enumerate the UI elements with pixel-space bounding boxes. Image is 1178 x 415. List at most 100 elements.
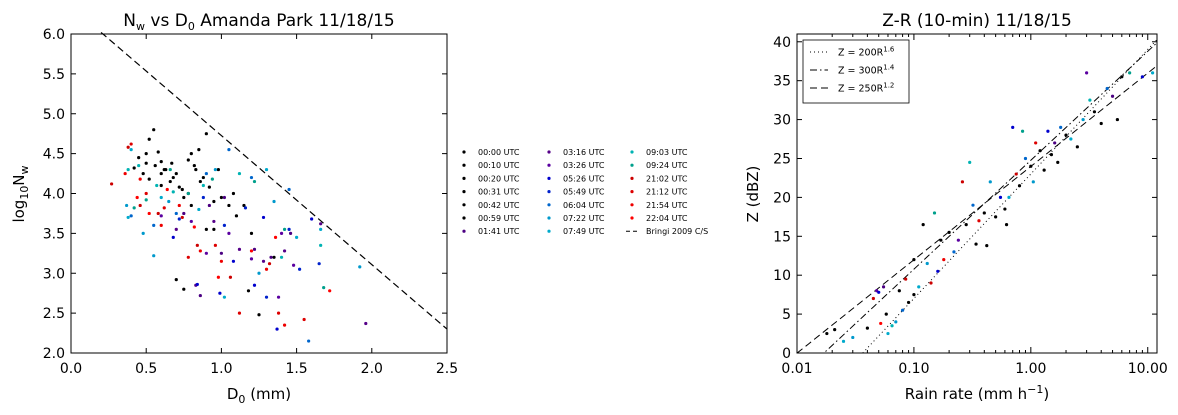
data-point (216, 167, 220, 172)
data-point (159, 171, 163, 176)
data-point (257, 313, 261, 317)
legend-box (802, 39, 910, 104)
legend-label: 03:16 UTC (563, 148, 605, 157)
data-point (135, 195, 139, 200)
legend-marker (630, 176, 634, 180)
legend-label: 00:42 UTC (478, 201, 520, 210)
data-point (204, 227, 208, 231)
data-point (1069, 137, 1073, 141)
data-point (936, 269, 940, 273)
data-point (881, 285, 886, 289)
data-point (1120, 75, 1124, 79)
data-point (210, 177, 214, 181)
data-point (947, 230, 951, 235)
data-point (201, 195, 205, 200)
data-point (126, 215, 130, 220)
data-point (152, 254, 156, 258)
data-point (177, 203, 181, 208)
data-point (207, 185, 211, 189)
data-point (291, 263, 296, 267)
data-point (960, 180, 965, 184)
right-x-axis-label: Rain rate (mm h−1) (905, 383, 1049, 403)
x-tick-label: 1.0 (210, 361, 232, 377)
data-point (275, 327, 279, 331)
data-point (974, 242, 978, 246)
data-point (879, 321, 883, 326)
data-point (272, 199, 276, 204)
data-point (1099, 121, 1103, 126)
data-point (257, 271, 261, 275)
data-point (171, 190, 175, 194)
legend-label: 03:26 UTC (563, 161, 605, 170)
data-point (189, 152, 193, 156)
data-point (125, 203, 129, 208)
data-point (159, 160, 163, 164)
relation-line (797, 65, 1157, 353)
data-point (890, 324, 894, 328)
data-point (952, 250, 956, 254)
data-point (201, 183, 205, 188)
data-point (917, 285, 921, 289)
data-point (264, 267, 269, 271)
data-point (364, 321, 368, 326)
data-point (212, 199, 216, 204)
data-point (141, 171, 145, 176)
data-point (147, 177, 151, 181)
x-tick-label: 10.00 (1128, 361, 1168, 377)
data-point (282, 227, 287, 231)
legend-label: 00:59 UTC (478, 214, 520, 223)
data-point (204, 171, 208, 176)
data-point (1140, 75, 1144, 79)
data-point (153, 163, 157, 168)
data-point (1075, 145, 1079, 149)
legend-marker (630, 203, 634, 207)
legend-marker (462, 150, 466, 154)
data-point (994, 215, 998, 219)
data-point (228, 275, 233, 279)
data-point (129, 148, 133, 152)
legend-label: 07:49 UTC (563, 227, 605, 236)
data-point (141, 231, 145, 235)
data-point (246, 289, 251, 293)
data-point (865, 326, 869, 330)
data-point (925, 261, 929, 266)
legend-label: 00:10 UTC (478, 161, 520, 170)
legend-marker (630, 150, 634, 154)
data-point (180, 187, 184, 192)
data-point (252, 283, 257, 287)
data-point (174, 278, 178, 282)
relation-line (823, 42, 1157, 353)
data-point (1020, 129, 1025, 133)
data-point (192, 225, 196, 229)
data-point (174, 171, 178, 176)
data-point (227, 231, 231, 235)
data-point (272, 255, 276, 259)
data-point (110, 182, 114, 186)
data-point (1150, 71, 1155, 75)
data-point (1115, 117, 1119, 122)
data-point (287, 227, 291, 231)
data-point (319, 243, 323, 247)
data-point (1092, 110, 1097, 114)
data-point (252, 247, 257, 251)
reference-line (100, 31, 448, 330)
y-tick-label: 2.0 (43, 346, 65, 362)
data-point (177, 185, 181, 189)
legend-marker (547, 203, 551, 207)
data-point (144, 152, 148, 156)
data-point (138, 203, 142, 208)
data-point (897, 289, 901, 293)
data-point (144, 191, 148, 196)
data-point (249, 231, 254, 235)
data-point (177, 217, 181, 221)
data-point (186, 158, 190, 162)
data-point (144, 198, 148, 202)
data-point (168, 179, 172, 184)
data-point (317, 262, 321, 266)
legend-label: 21:02 UTC (646, 174, 688, 183)
data-point (1031, 180, 1035, 184)
data-point (988, 180, 992, 184)
data-point (234, 214, 239, 218)
left-plot-frame (70, 33, 448, 354)
data-point (197, 148, 201, 152)
